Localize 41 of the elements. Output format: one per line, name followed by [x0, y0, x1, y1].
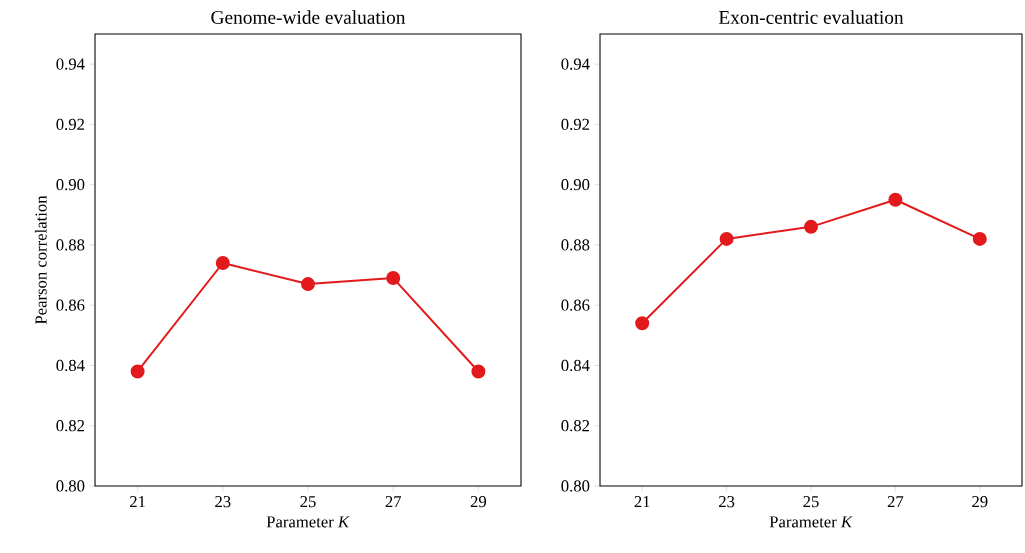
x-axis-title: Parameter K	[769, 516, 853, 528]
y-tick-label: 0.86	[56, 299, 85, 311]
chart-title: Genome-wide evaluation	[211, 10, 406, 24]
x-tick-label: 29	[470, 496, 487, 508]
x-tick-label: 27	[385, 496, 402, 508]
x-tick-label: 25	[300, 496, 316, 508]
x-tick-label: 29	[972, 496, 988, 508]
y-tick-label: 0.86	[561, 299, 590, 311]
y-tick-label: 0.84	[56, 359, 85, 372]
point	[635, 316, 650, 331]
point	[386, 271, 401, 286]
y-tick-label: 0.80	[561, 480, 590, 492]
point	[130, 364, 145, 379]
y-tick-label: 0.84	[561, 359, 590, 372]
point	[719, 231, 734, 246]
point	[972, 231, 987, 246]
x-tick-label: 23	[719, 496, 735, 508]
point	[888, 192, 903, 207]
y-tick-label: 0.90	[561, 179, 590, 191]
x-tick-label: 27	[887, 496, 904, 508]
chart-title: Exon-centric evaluation	[718, 10, 904, 24]
y-axis-title: Pearson correlation	[34, 195, 47, 325]
point	[471, 364, 486, 379]
point	[301, 277, 316, 292]
y-tick-label: 0.82	[56, 420, 85, 432]
point	[215, 256, 230, 270]
x-axis-title: Parameter K	[266, 516, 350, 528]
y-tick-label: 0.82	[561, 420, 590, 432]
y-tick-label: 0.92	[561, 118, 590, 131]
y-tick-label: 0.94	[56, 58, 85, 70]
y-tick-label: 0.88	[561, 239, 590, 251]
y-tick-label: 0.94	[561, 58, 590, 70]
x-tick-label: 23	[215, 496, 231, 508]
y-tick-label: 0.88	[56, 239, 85, 251]
y-tick-label: 0.80	[56, 480, 85, 492]
y-tick-label: 0.90	[56, 179, 85, 191]
point	[804, 219, 818, 234]
x-tick-label: 21	[130, 496, 145, 508]
y-tick-label: 0.92	[56, 118, 85, 131]
x-tick-label: 25	[803, 496, 819, 508]
x-tick-label: 21	[634, 496, 650, 508]
